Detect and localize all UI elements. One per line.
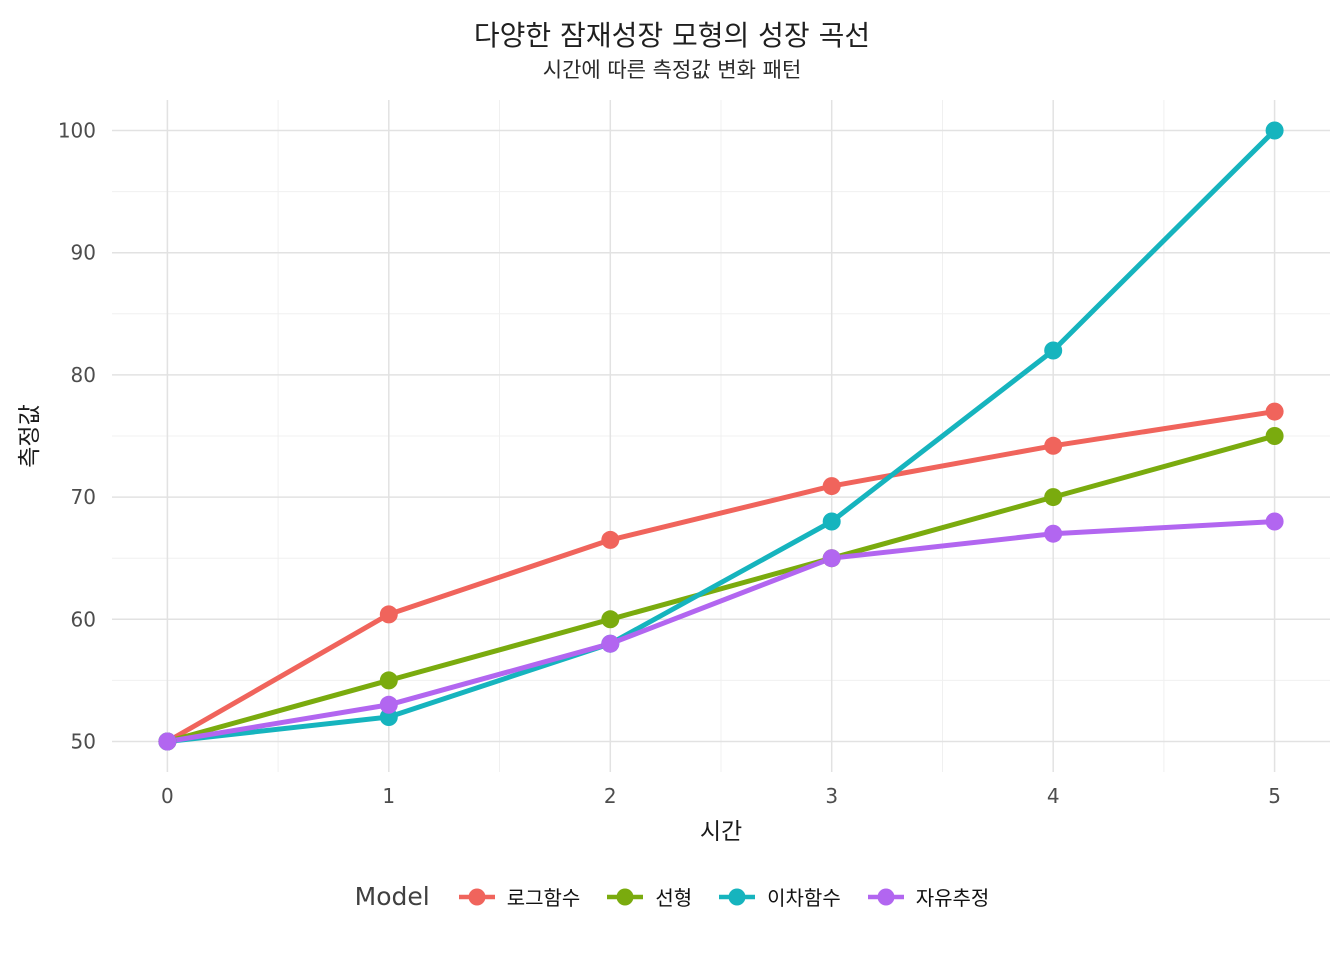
legend-label: 로그함수 <box>506 886 581 910</box>
x-tick-label: 5 <box>1268 784 1281 808</box>
series-line <box>164 128 1278 744</box>
series-point <box>1044 341 1063 360</box>
series-point <box>379 671 398 690</box>
series-point <box>1044 436 1063 455</box>
legend-key-icon <box>867 888 904 905</box>
y-tick-label: 70 <box>71 485 96 509</box>
x-tick-label: 4 <box>1047 784 1060 808</box>
series-point <box>379 605 398 624</box>
y-tick-label: 80 <box>71 363 96 387</box>
series-point <box>822 512 841 531</box>
legend-key-icon <box>458 888 495 905</box>
chart-subtitle: 시간에 따른 측정값 변화 패턴 <box>542 58 802 82</box>
series-line <box>164 433 1278 744</box>
x-tick-label: 2 <box>604 784 617 808</box>
chart-title: 다양한 잠재성장 모형의 성장 곡선 <box>473 19 871 52</box>
series-point <box>1265 402 1284 421</box>
y-tick-label: 100 <box>58 119 96 143</box>
legend-item: 이차함수 <box>716 882 841 911</box>
legend-title: Model <box>354 882 430 911</box>
y-tick-label: 90 <box>71 241 96 265</box>
series-line <box>164 409 1278 744</box>
legend: Model 로그함수 선형 이차함수 자유추정 <box>0 882 1344 911</box>
legend-label: 이차함수 <box>767 886 841 910</box>
series-point <box>1044 524 1063 543</box>
series-point <box>1265 427 1284 445</box>
legend-items: 로그함수 선형 이차함수 자유추정 <box>456 882 990 911</box>
x-axis-title: 시간 <box>699 819 743 845</box>
y-tick-label: 50 <box>71 730 96 754</box>
legend-key-icon <box>719 888 756 905</box>
series-point <box>1044 488 1063 507</box>
series-point <box>822 549 841 568</box>
legend-item: 선형 <box>604 882 692 911</box>
series-point <box>601 530 620 549</box>
series-point <box>601 610 620 629</box>
legend-item: 로그함수 <box>456 882 581 911</box>
legend-item: 자유추정 <box>865 882 990 911</box>
x-tick-label: 1 <box>382 784 395 808</box>
y-axis-title: 측정값 <box>17 404 43 468</box>
legend-key-icon <box>607 888 644 905</box>
x-tick-label: 0 <box>161 784 174 808</box>
series-point <box>1265 121 1284 140</box>
legend-label: 자유추정 <box>915 886 990 910</box>
y-tick-label: 60 <box>71 607 96 631</box>
series-point <box>822 477 841 496</box>
series-point <box>601 634 620 653</box>
x-tick-label: 3 <box>825 784 838 808</box>
series-point <box>1265 512 1284 531</box>
legend-label: 선형 <box>655 886 693 910</box>
series-line <box>164 519 1278 744</box>
series-point <box>158 732 177 751</box>
series-point <box>379 695 398 714</box>
